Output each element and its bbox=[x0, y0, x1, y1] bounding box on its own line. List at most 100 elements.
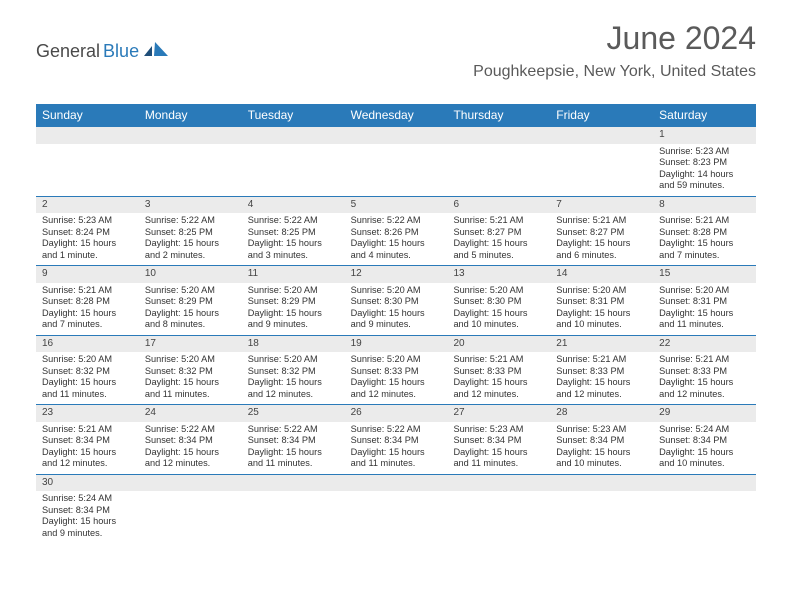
sunrise-label: Sunrise: bbox=[659, 354, 693, 364]
day-details: Sunrise: 5:22 AMSunset: 8:34 PMDaylight:… bbox=[139, 422, 242, 474]
sunset-line: Sunset: 8:34 PM bbox=[556, 435, 647, 447]
day-number: 2 bbox=[36, 197, 139, 214]
day-number bbox=[36, 127, 139, 144]
day-number: 3 bbox=[139, 197, 242, 214]
sunset-value: 8:34 PM bbox=[487, 435, 521, 445]
sunrise-value: 5:21 AM bbox=[593, 354, 627, 364]
calendar-day: 3Sunrise: 5:22 AMSunset: 8:25 PMDaylight… bbox=[139, 197, 242, 266]
daylight-label: Daylight: bbox=[351, 447, 387, 457]
daylight-line: Daylight: 15 hours and 6 minutes. bbox=[556, 238, 647, 261]
day-number: 18 bbox=[242, 336, 345, 353]
daylight-line: Daylight: 15 hours and 12 minutes. bbox=[351, 377, 442, 400]
sunrise-label: Sunrise: bbox=[42, 493, 76, 503]
sunrise-value: 5:20 AM bbox=[181, 285, 215, 295]
sunrise-value: 5:22 AM bbox=[181, 424, 215, 434]
daylight-line: Daylight: 15 hours and 12 minutes. bbox=[145, 447, 236, 470]
sunset-label: Sunset: bbox=[42, 435, 73, 445]
daylight-label: Daylight: bbox=[145, 447, 181, 457]
calendar-week: 30Sunrise: 5:24 AMSunset: 8:34 PMDayligh… bbox=[36, 475, 756, 544]
sunrise-value: 5:24 AM bbox=[695, 424, 729, 434]
daylight-line: Daylight: 15 hours and 11 minutes. bbox=[453, 447, 544, 470]
sunset-value: 8:27 PM bbox=[487, 227, 521, 237]
sunset-line: Sunset: 8:29 PM bbox=[248, 296, 339, 308]
day-details: Sunrise: 5:20 AMSunset: 8:30 PMDaylight:… bbox=[345, 283, 448, 335]
daylight-line: Daylight: 15 hours and 10 minutes. bbox=[659, 447, 750, 470]
location: Poughkeepsie, New York, United States bbox=[36, 63, 756, 81]
sunrise-line: Sunrise: 5:20 AM bbox=[556, 285, 647, 297]
day-number bbox=[242, 475, 345, 492]
day-header: Monday bbox=[139, 104, 242, 127]
sunset-value: 8:24 PM bbox=[76, 227, 110, 237]
sunset-value: 8:31 PM bbox=[590, 296, 624, 306]
sunrise-value: 5:24 AM bbox=[78, 493, 112, 503]
sunset-label: Sunset: bbox=[659, 296, 690, 306]
calendar-day: 25Sunrise: 5:22 AMSunset: 8:34 PMDayligh… bbox=[242, 405, 345, 474]
day-details: Sunrise: 5:23 AMSunset: 8:24 PMDaylight:… bbox=[36, 213, 139, 265]
day-details: Sunrise: 5:20 AMSunset: 8:32 PMDaylight:… bbox=[139, 352, 242, 404]
calendar-empty-cell bbox=[139, 475, 242, 544]
sunset-label: Sunset: bbox=[556, 227, 587, 237]
calendar-day: 10Sunrise: 5:20 AMSunset: 8:29 PMDayligh… bbox=[139, 266, 242, 335]
sunrise-line: Sunrise: 5:21 AM bbox=[453, 354, 544, 366]
daylight-label: Daylight: bbox=[42, 238, 78, 248]
sunset-label: Sunset: bbox=[659, 157, 690, 167]
calendar-week: 9Sunrise: 5:21 AMSunset: 8:28 PMDaylight… bbox=[36, 266, 756, 336]
calendar-day: 22Sunrise: 5:21 AMSunset: 8:33 PMDayligh… bbox=[653, 336, 756, 405]
sunrise-value: 5:20 AM bbox=[695, 285, 729, 295]
sunset-line: Sunset: 8:25 PM bbox=[145, 227, 236, 239]
sunrise-line: Sunrise: 5:20 AM bbox=[453, 285, 544, 297]
day-details: Sunrise: 5:22 AMSunset: 8:34 PMDaylight:… bbox=[345, 422, 448, 474]
daylight-label: Daylight: bbox=[556, 377, 592, 387]
sunrise-label: Sunrise: bbox=[248, 424, 282, 434]
calendar-day: 23Sunrise: 5:21 AMSunset: 8:34 PMDayligh… bbox=[36, 405, 139, 474]
sunset-label: Sunset: bbox=[351, 296, 382, 306]
day-header: Tuesday bbox=[242, 104, 345, 127]
daylight-line: Daylight: 15 hours and 12 minutes. bbox=[42, 447, 133, 470]
sunset-label: Sunset: bbox=[659, 366, 690, 376]
sunset-line: Sunset: 8:34 PM bbox=[42, 435, 133, 447]
sunset-line: Sunset: 8:33 PM bbox=[659, 366, 750, 378]
daylight-line: Daylight: 15 hours and 2 minutes. bbox=[145, 238, 236, 261]
sunset-line: Sunset: 8:34 PM bbox=[659, 435, 750, 447]
day-number: 11 bbox=[242, 266, 345, 283]
sunset-label: Sunset: bbox=[453, 227, 484, 237]
sunrise-label: Sunrise: bbox=[556, 285, 590, 295]
daylight-label: Daylight: bbox=[248, 447, 284, 457]
sunset-value: 8:32 PM bbox=[76, 366, 110, 376]
daylight-label: Daylight: bbox=[556, 447, 592, 457]
sunset-label: Sunset: bbox=[556, 366, 587, 376]
day-details: Sunrise: 5:24 AMSunset: 8:34 PMDaylight:… bbox=[36, 491, 139, 543]
day-details: Sunrise: 5:22 AMSunset: 8:25 PMDaylight:… bbox=[242, 213, 345, 265]
sunset-label: Sunset: bbox=[351, 435, 382, 445]
sunset-value: 8:30 PM bbox=[487, 296, 521, 306]
daylight-label: Daylight: bbox=[351, 238, 387, 248]
calendar-day: 6Sunrise: 5:21 AMSunset: 8:27 PMDaylight… bbox=[447, 197, 550, 266]
brand-general: General bbox=[36, 41, 100, 62]
sunrise-label: Sunrise: bbox=[556, 424, 590, 434]
sunset-value: 8:34 PM bbox=[76, 435, 110, 445]
sunset-label: Sunset: bbox=[453, 296, 484, 306]
sunrise-label: Sunrise: bbox=[248, 285, 282, 295]
sunrise-label: Sunrise: bbox=[659, 424, 693, 434]
daylight-line: Daylight: 15 hours and 11 minutes. bbox=[42, 377, 133, 400]
sunset-line: Sunset: 8:34 PM bbox=[145, 435, 236, 447]
sunrise-value: 5:21 AM bbox=[695, 354, 729, 364]
day-details: Sunrise: 5:21 AMSunset: 8:33 PMDaylight:… bbox=[447, 352, 550, 404]
sunset-label: Sunset: bbox=[351, 227, 382, 237]
sunset-value: 8:33 PM bbox=[487, 366, 521, 376]
daylight-line: Daylight: 15 hours and 11 minutes. bbox=[248, 447, 339, 470]
calendar-week: 1Sunrise: 5:23 AMSunset: 8:23 PMDaylight… bbox=[36, 127, 756, 197]
day-number: 20 bbox=[447, 336, 550, 353]
day-number bbox=[447, 127, 550, 144]
calendar-empty-cell bbox=[550, 127, 653, 196]
sunset-line: Sunset: 8:34 PM bbox=[42, 505, 133, 517]
day-header: Sunday bbox=[36, 104, 139, 127]
daylight-line: Daylight: 15 hours and 3 minutes. bbox=[248, 238, 339, 261]
day-header: Thursday bbox=[447, 104, 550, 127]
day-number: 4 bbox=[242, 197, 345, 214]
daylight-label: Daylight: bbox=[248, 238, 284, 248]
sunset-label: Sunset: bbox=[248, 435, 279, 445]
sunset-value: 8:26 PM bbox=[384, 227, 418, 237]
calendar-day: 27Sunrise: 5:23 AMSunset: 8:34 PMDayligh… bbox=[447, 405, 550, 474]
day-details: Sunrise: 5:23 AMSunset: 8:34 PMDaylight:… bbox=[550, 422, 653, 474]
